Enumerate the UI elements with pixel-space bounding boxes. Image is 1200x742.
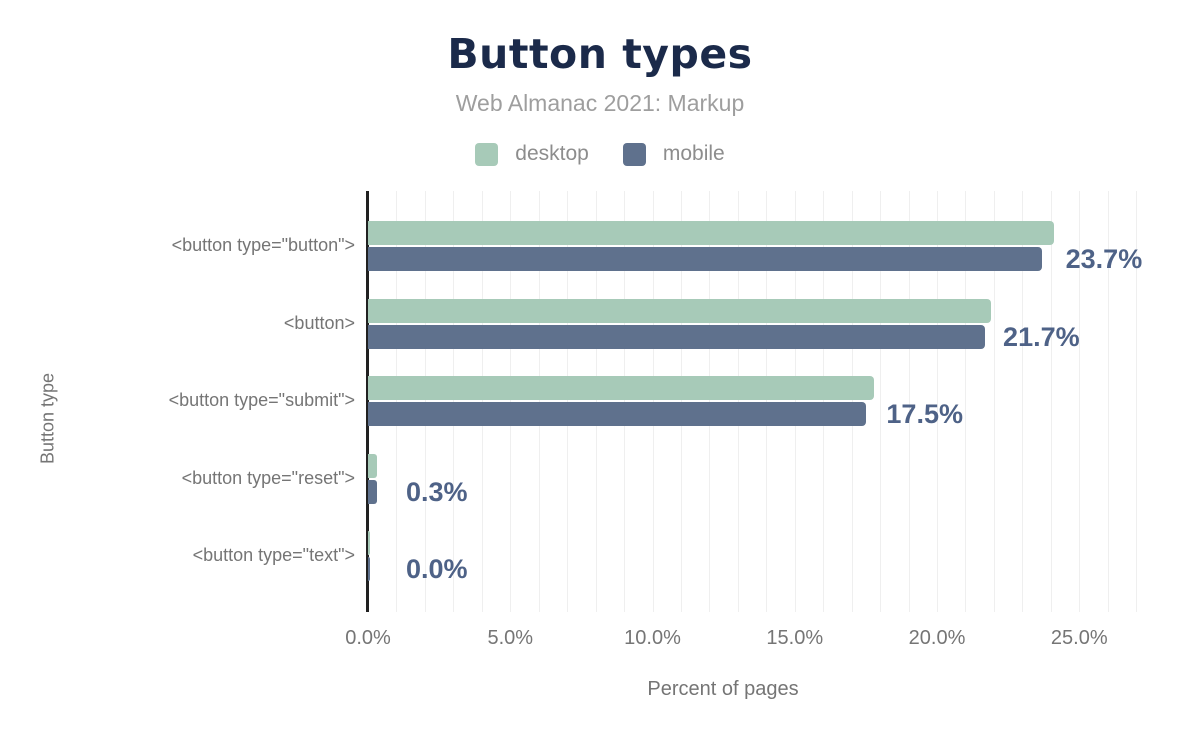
category-label: <button type="submit"> xyxy=(168,390,355,410)
x-axis-title: Percent of pages xyxy=(647,678,799,700)
value-label: 21.7% xyxy=(1003,321,1080,352)
gridline xyxy=(538,191,540,612)
value-label: 17.5% xyxy=(886,399,963,429)
legend-item-desktop: desktop xyxy=(475,142,589,166)
legend: desktop mobile xyxy=(0,142,1200,166)
gridline xyxy=(737,191,739,612)
gridline xyxy=(908,191,910,612)
x-tick-label: 25.0% xyxy=(1050,627,1108,649)
legend-item-mobile: mobile xyxy=(622,142,725,166)
gridline xyxy=(1136,191,1138,612)
bar-mobile xyxy=(368,324,986,349)
gridline xyxy=(567,191,569,612)
gridline xyxy=(396,191,398,612)
category-label: <button> xyxy=(283,312,355,333)
chart-title: Button types xyxy=(447,30,753,78)
gridline xyxy=(794,191,796,612)
bar-desktop xyxy=(368,453,377,478)
gridline xyxy=(937,191,938,612)
legend-label-desktop: desktop xyxy=(515,142,589,165)
bar-mobile xyxy=(368,557,370,581)
category-label: <button type="reset"> xyxy=(181,467,355,488)
bar-mobile xyxy=(368,247,1043,271)
gridline xyxy=(424,191,426,612)
x-tick-label: 15.0% xyxy=(766,627,824,649)
gridline xyxy=(766,191,768,612)
chart-subtitle: Web Almanac 2021: Markup xyxy=(455,90,745,116)
gridline xyxy=(652,191,654,612)
gridline xyxy=(880,191,882,612)
x-tick-label: 20.0% xyxy=(908,627,966,649)
gridline xyxy=(595,191,597,612)
gridline xyxy=(823,191,825,612)
gridline xyxy=(965,191,967,612)
x-tick-label: 5.0% xyxy=(487,627,534,649)
gridline xyxy=(1022,191,1024,612)
mobile-swatch-icon xyxy=(622,142,646,166)
category-label: <button type="button"> xyxy=(171,235,355,255)
gridline xyxy=(1107,191,1109,612)
legend-label-mobile: mobile xyxy=(662,142,725,165)
gridline xyxy=(453,191,455,612)
gridline xyxy=(1050,191,1052,612)
gridline xyxy=(709,191,711,612)
gridline xyxy=(481,191,483,612)
desktop-swatch-icon xyxy=(475,142,499,166)
y-axis-title: Button type xyxy=(37,372,58,465)
gridline xyxy=(851,191,853,612)
gridline xyxy=(510,191,512,612)
bar-desktop xyxy=(368,531,370,555)
category-label: <button type="text"> xyxy=(192,545,355,565)
gridline xyxy=(680,191,682,612)
gridline xyxy=(1079,191,1081,612)
value-label: 0.3% xyxy=(406,476,468,507)
y-axis-line xyxy=(366,191,369,612)
value-label: 0.0% xyxy=(406,554,468,584)
gridline xyxy=(624,191,626,612)
bar-desktop xyxy=(368,376,875,400)
x-tick-label: 10.0% xyxy=(624,627,681,649)
value-label: 23.7% xyxy=(1065,244,1143,274)
x-tick-label: 0.0% xyxy=(345,627,391,649)
gridline xyxy=(993,191,995,612)
bar-desktop xyxy=(368,221,1054,245)
bar-mobile xyxy=(368,402,866,426)
bar-mobile xyxy=(368,479,377,504)
bar-desktop xyxy=(368,298,992,323)
